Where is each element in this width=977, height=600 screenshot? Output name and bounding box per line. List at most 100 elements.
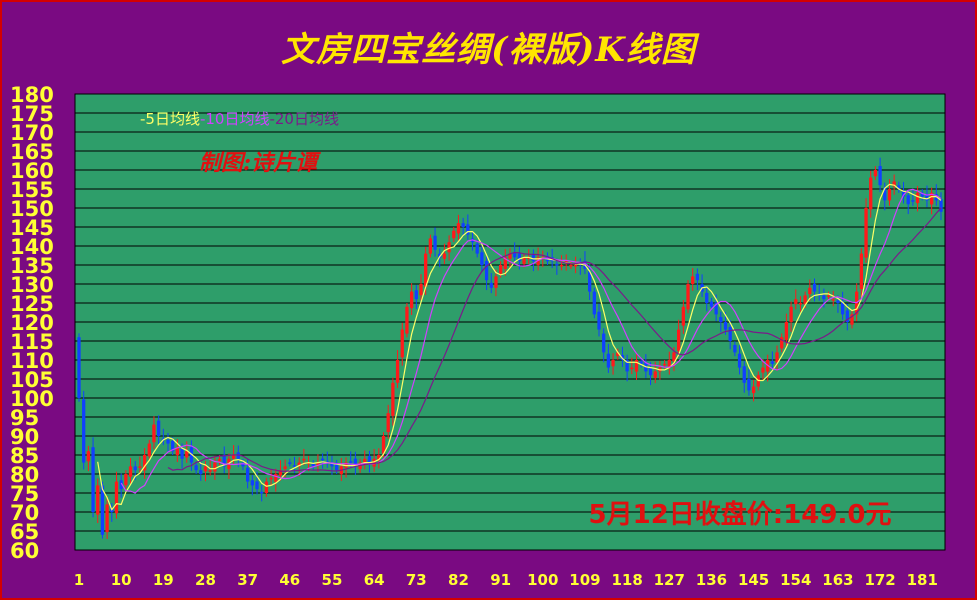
x-tick-label: 154 xyxy=(780,571,811,589)
candle-body xyxy=(803,295,807,305)
candle-body xyxy=(91,447,95,512)
candle-body xyxy=(335,463,339,471)
y-tick-label: 140 xyxy=(10,235,54,259)
candle-body xyxy=(639,361,643,364)
candle-body xyxy=(166,439,170,444)
candle-body xyxy=(222,454,226,467)
ma10-line xyxy=(120,188,942,494)
candle-body xyxy=(386,413,390,433)
candle-body xyxy=(461,223,465,227)
candle-body xyxy=(274,474,278,482)
candle-body xyxy=(648,367,653,376)
y-tick-label: 170 xyxy=(10,121,54,145)
candle-body xyxy=(292,465,297,467)
candle-body xyxy=(929,192,934,205)
candle-body xyxy=(311,463,315,467)
x-tick-label: 136 xyxy=(696,571,727,589)
candle-body xyxy=(677,329,681,352)
candle-body xyxy=(185,451,189,458)
candle-body xyxy=(297,462,301,467)
candle-body xyxy=(742,366,746,383)
candle-body xyxy=(869,177,873,210)
legend: -5日均线-10日均线-20日均线 xyxy=(140,110,339,128)
candle-body xyxy=(850,314,854,325)
candle-body xyxy=(428,238,433,254)
candle-body xyxy=(897,185,901,189)
candle-body xyxy=(246,467,250,482)
candle-body xyxy=(96,485,100,515)
chart-title: 文房四宝丝绸(裸版)K线图 xyxy=(281,30,696,70)
x-tick-label: 118 xyxy=(611,571,642,589)
candle-body xyxy=(597,311,601,330)
candle-body xyxy=(709,301,714,307)
candle-body xyxy=(171,440,175,452)
candle-body xyxy=(391,382,395,416)
y-tick-label: 105 xyxy=(10,368,54,392)
candle-body xyxy=(737,353,742,368)
y-tick-label: 130 xyxy=(10,273,54,297)
candle-body xyxy=(686,284,690,310)
candle-body xyxy=(119,480,123,490)
candle-body xyxy=(124,474,128,486)
candle-body xyxy=(349,461,353,463)
candle-body xyxy=(719,317,723,322)
candle-body xyxy=(213,462,217,472)
candle-body xyxy=(920,192,924,197)
x-tick-label: 1 xyxy=(74,571,84,589)
candle-body xyxy=(302,458,306,461)
candle-body xyxy=(100,485,105,535)
x-tick-label: 163 xyxy=(822,571,853,589)
candle-body xyxy=(536,257,540,266)
candle-body xyxy=(447,242,451,253)
candle-body xyxy=(573,265,578,267)
candle-body xyxy=(587,271,592,292)
y-tick-label: 165 xyxy=(10,140,54,164)
candle-body xyxy=(672,352,676,362)
credit-annotation: 制图:诗片谭 xyxy=(199,150,322,176)
candle-body xyxy=(728,326,732,341)
candle-body xyxy=(630,367,634,370)
y-tick-label: 125 xyxy=(10,292,54,316)
legend-text: -5日均线-10日均线-20日均线 xyxy=(140,110,339,128)
candle-body xyxy=(789,306,793,322)
candle-body xyxy=(564,261,568,263)
candle-body xyxy=(105,504,109,533)
x-axis-ticks: 1 10 19 28 37 46 55 64 73 82 91 100 109 118 127 136 145 1… xyxy=(74,571,938,589)
y-tick-label: 95 xyxy=(10,406,39,430)
candle-body xyxy=(906,195,910,205)
candle-body xyxy=(522,257,526,264)
candle-body xyxy=(180,448,184,459)
candle-body xyxy=(114,481,119,514)
candle-body xyxy=(86,451,91,462)
candle-body xyxy=(456,223,461,234)
x-tick-label: 145 xyxy=(738,571,769,589)
candle-body xyxy=(283,466,287,469)
x-tick-label: 19 xyxy=(153,571,174,589)
candle-body xyxy=(517,253,522,262)
candle-body xyxy=(255,481,259,490)
candle-body xyxy=(681,306,685,326)
candle-body xyxy=(306,462,311,465)
x-tick-label: 172 xyxy=(864,571,895,589)
candle-body xyxy=(653,371,657,378)
candle-body xyxy=(241,462,245,467)
candle-body xyxy=(527,257,531,259)
candle-body xyxy=(503,257,507,269)
candle-body xyxy=(836,300,840,303)
candle-body xyxy=(747,378,751,391)
candle-body xyxy=(925,193,929,201)
y-tick-label: 90 xyxy=(10,425,39,449)
moving-averages xyxy=(97,183,942,511)
candle-body xyxy=(498,265,503,274)
x-tick-label: 82 xyxy=(448,571,469,589)
y-tick-label: 180 xyxy=(10,83,54,107)
candle-body xyxy=(911,200,915,202)
candle-body xyxy=(372,458,376,467)
candle-body xyxy=(330,462,334,467)
candle-body xyxy=(138,466,142,468)
candle-body xyxy=(770,361,774,364)
y-tick-label: 120 xyxy=(10,311,54,335)
candle-body xyxy=(733,344,737,353)
candle-body xyxy=(864,208,868,258)
candle-body xyxy=(475,243,479,254)
